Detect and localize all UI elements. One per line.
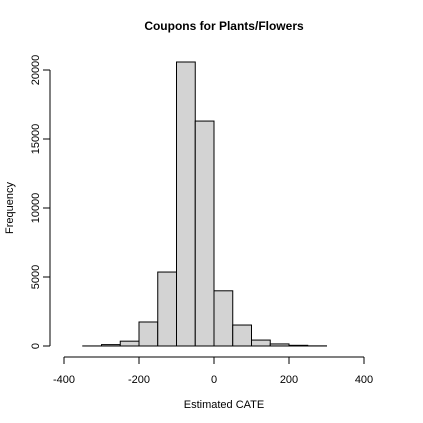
bar bbox=[269, 343, 290, 347]
bar bbox=[119, 340, 140, 347]
x-tick-label: -200 bbox=[128, 374, 150, 386]
y-tick-label: 10000 bbox=[30, 193, 42, 224]
x-axis-label: Estimated CATE bbox=[184, 399, 265, 411]
x-tick-label: 0 bbox=[211, 374, 217, 386]
x-tick-label: 200 bbox=[280, 374, 298, 386]
bar bbox=[101, 344, 121, 347]
y-axis-label: Frequency bbox=[4, 182, 16, 234]
bar bbox=[232, 324, 252, 347]
chart-title: Coupons for Plants/Flowers bbox=[144, 19, 304, 33]
y-tick-label: 15000 bbox=[30, 124, 42, 155]
y-tick-label: 0 bbox=[30, 343, 42, 349]
bar bbox=[251, 339, 271, 347]
bar bbox=[176, 61, 196, 347]
bar bbox=[138, 321, 159, 347]
y-tick-label: 5000 bbox=[30, 265, 42, 289]
x-tick-label: 400 bbox=[355, 374, 373, 386]
x-tick-label: -400 bbox=[53, 374, 75, 386]
bar bbox=[213, 290, 234, 347]
bar bbox=[157, 271, 177, 347]
y-tick-label: 20000 bbox=[30, 55, 42, 86]
bar bbox=[194, 120, 215, 347]
bar bbox=[288, 344, 309, 347]
